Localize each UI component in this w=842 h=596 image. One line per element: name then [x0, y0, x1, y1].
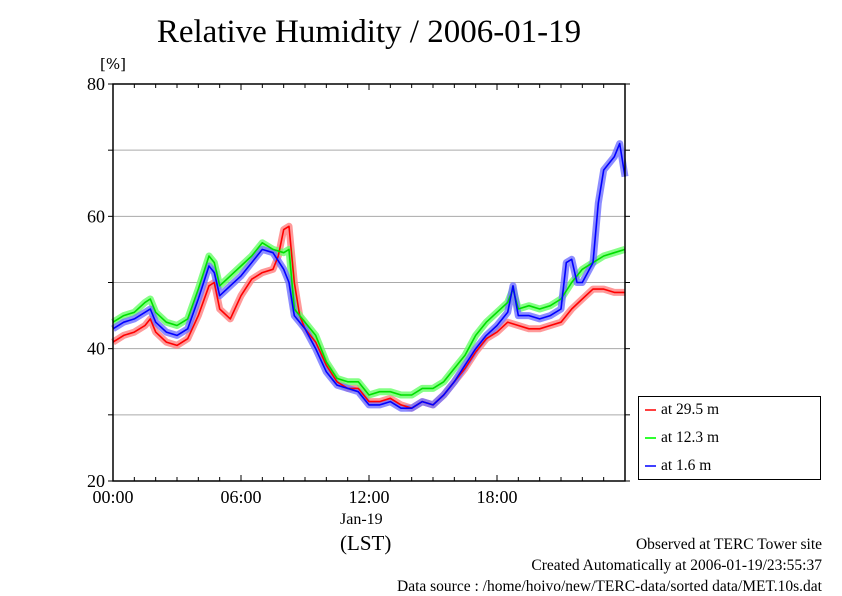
y-tick-label: 20 [87, 471, 105, 491]
legend-swatch-red [645, 409, 656, 411]
chart-title: Relative Humidity / 2006-01-19 [156, 14, 582, 50]
x-date-label: Jan-19 [340, 511, 383, 528]
x-tick-label: 12:00 [348, 487, 389, 507]
legend-swatch-blue [645, 465, 656, 467]
y-axis-label: [%] [100, 55, 126, 73]
series-line-1 [112, 242, 626, 396]
x-tick-label: 18:00 [476, 487, 517, 507]
legend-label: at 29.5 m [661, 401, 720, 418]
series-line-2 [112, 142, 626, 410]
y-tick-label: 80 [87, 74, 105, 94]
legend-swatch-green [645, 437, 656, 439]
legend-item: at 12.3 m [645, 429, 719, 447]
footer-created: Created Automatically at 2006-01-19/23:5… [531, 557, 822, 574]
y-tick-label: 40 [87, 339, 105, 359]
footer-source: Data source : /home/hoivo/new/TERC-data/… [397, 578, 822, 595]
footer-observed: Observed at TERC Tower site [635, 536, 822, 553]
legend: at 29.5 m at 12.3 m at 1.6 m [638, 396, 821, 480]
x-tick-label: 06:00 [220, 487, 261, 507]
series-band-2 [111, 140, 629, 412]
x-axis-label: (LST) [340, 531, 392, 555]
legend-item: at 1.6 m [645, 457, 711, 475]
legend-item: at 29.5 m [645, 401, 719, 419]
legend-label: at 1.6 m [661, 457, 712, 474]
x-tick-label: 00:00 [92, 487, 133, 507]
legend-label: at 12.3 m [661, 429, 720, 446]
series-line-0 [112, 225, 625, 410]
y-tick-label: 60 [87, 206, 105, 226]
